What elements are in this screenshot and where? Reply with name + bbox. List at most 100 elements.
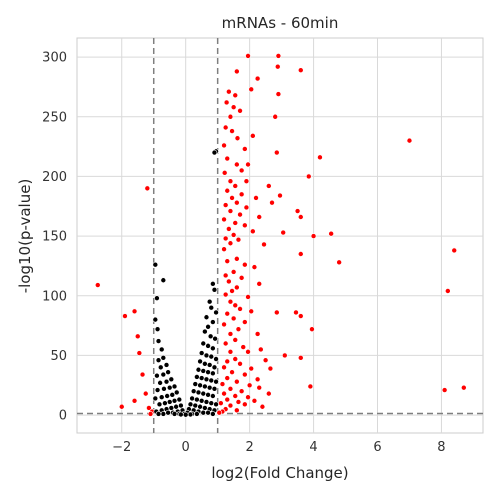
significant-point <box>277 192 283 199</box>
significant-point <box>232 183 239 189</box>
significant-point <box>309 326 315 332</box>
non-significant-point <box>165 409 171 416</box>
significant-point <box>328 230 334 237</box>
non-significant-point <box>213 309 219 316</box>
significant-point <box>222 291 229 298</box>
non-significant-point <box>200 409 207 416</box>
significant-point <box>242 222 248 229</box>
significant-point <box>222 202 229 208</box>
non-significant-point <box>207 333 214 340</box>
non-significant-point <box>156 401 163 408</box>
non-significant-point <box>158 346 165 353</box>
non-significant-point <box>205 409 211 416</box>
significant-point <box>122 313 128 319</box>
significant-point <box>253 195 259 201</box>
significant-point <box>305 173 312 180</box>
significant-point <box>251 264 258 270</box>
x-tick-label: −2 <box>112 440 131 455</box>
non-significant-point <box>210 345 216 352</box>
significant-point <box>254 75 261 82</box>
significant-point <box>234 284 240 291</box>
significant-point <box>237 360 243 367</box>
significant-point <box>441 387 448 393</box>
non-significant-point <box>154 326 161 332</box>
significant-point <box>251 397 258 404</box>
x-tick-label: 0 <box>182 440 190 455</box>
non-significant-point <box>200 368 207 374</box>
significant-point <box>280 229 286 236</box>
significant-point <box>266 183 272 189</box>
non-significant-point <box>213 401 219 408</box>
significant-point <box>227 240 234 247</box>
significant-point <box>232 356 239 362</box>
significant-point <box>216 409 223 416</box>
significant-point <box>238 388 245 395</box>
significant-point <box>142 390 149 397</box>
significant-point <box>237 211 243 218</box>
significant-point <box>229 369 235 375</box>
significant-point <box>134 333 141 340</box>
significant-point <box>221 390 227 397</box>
significant-point <box>227 298 234 305</box>
significant-point <box>223 99 230 106</box>
significant-point <box>256 384 263 391</box>
significant-point <box>242 146 248 152</box>
significant-point <box>258 346 264 353</box>
significant-point <box>227 178 234 185</box>
non-significant-point <box>197 358 203 365</box>
non-significant-point <box>152 316 159 323</box>
significant-point <box>245 349 251 355</box>
significant-point <box>245 161 251 168</box>
non-significant-point <box>198 375 205 381</box>
non-significant-point <box>157 380 163 386</box>
significant-point <box>254 331 261 337</box>
non-significant-point <box>165 369 171 375</box>
significant-point <box>274 63 281 70</box>
non-significant-point <box>195 389 202 396</box>
non-significant-point <box>176 396 183 403</box>
non-significant-point <box>212 335 218 342</box>
y-tick-label: 0 <box>59 409 67 424</box>
non-significant-point <box>164 393 170 399</box>
non-significant-point <box>205 323 211 330</box>
non-significant-point <box>171 383 178 390</box>
significant-point <box>238 167 245 174</box>
non-significant-point <box>182 411 189 418</box>
significant-point <box>297 313 304 319</box>
significant-point <box>226 88 232 95</box>
non-significant-point <box>171 411 178 417</box>
significant-point <box>242 261 248 268</box>
non-significant-point <box>161 386 167 392</box>
non-significant-point <box>173 389 180 396</box>
significant-point <box>219 381 226 387</box>
plot-area <box>76 37 484 434</box>
significant-point <box>267 365 274 372</box>
non-significant-point <box>178 411 184 418</box>
significant-point <box>242 401 248 408</box>
significant-point <box>232 220 239 226</box>
significant-point <box>293 309 299 316</box>
significant-point <box>274 309 280 316</box>
non-significant-point <box>155 411 162 417</box>
non-significant-point <box>168 405 175 411</box>
significant-point <box>235 399 242 405</box>
significant-point <box>336 259 342 266</box>
chart-title: mRNAs - 60min <box>222 14 339 32</box>
significant-point <box>221 246 227 253</box>
non-significant-point <box>202 328 208 335</box>
significant-point <box>131 397 138 404</box>
non-significant-point <box>213 356 219 362</box>
significant-point <box>275 91 282 97</box>
non-significant-point <box>211 386 218 392</box>
significant-point <box>232 337 239 343</box>
non-significant-point <box>210 411 216 417</box>
significant-point <box>227 349 234 355</box>
significant-point <box>136 350 143 356</box>
significant-point <box>297 251 304 257</box>
significant-point <box>451 247 458 254</box>
x-tick-label: 8 <box>437 440 445 455</box>
non-significant-point <box>208 400 215 406</box>
significant-point <box>131 308 138 315</box>
significant-point <box>245 294 251 300</box>
